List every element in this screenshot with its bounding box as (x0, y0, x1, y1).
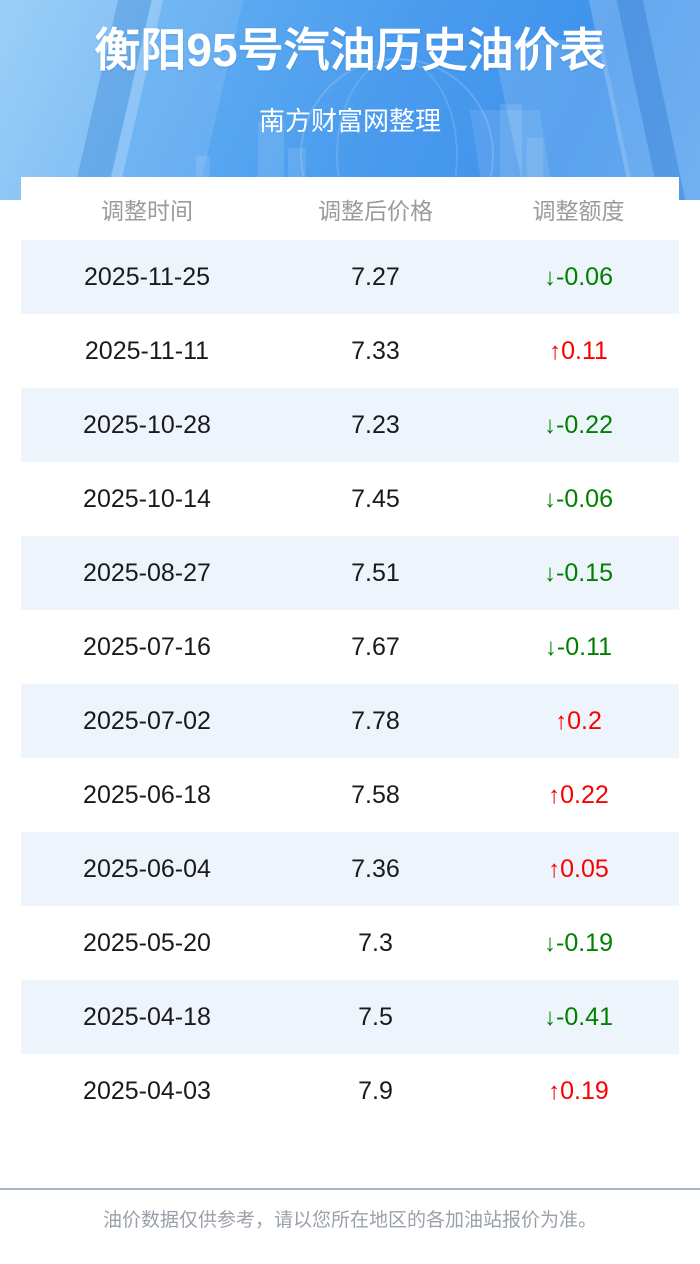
cell-price: 7.51 (273, 536, 478, 610)
arrow-down-icon: ↓ (544, 559, 556, 587)
cell-price: 7.78 (273, 684, 478, 758)
delta-value: ↑0.19 (548, 1077, 609, 1105)
arrow-up-icon: ↑ (555, 707, 568, 735)
page-title: 衡阳95号汽油历史油价表 (94, 24, 606, 76)
cell-price: 7.27 (273, 240, 478, 314)
cell-delta: ↓-0.06 (478, 240, 679, 314)
table-body: 2025-11-25 7.27 ↓-0.06 2025-11-11 7.33 ↑0.11 2… (21, 240, 679, 1128)
column-header-price: 调整后价格 (273, 177, 478, 240)
delta-value: ↓-0.41 (544, 1003, 613, 1031)
table-row: 2025-05-20 7.3 ↓-0.19 (21, 906, 679, 980)
cell-price: 7.9 (273, 1054, 478, 1128)
delta-value: ↓-0.11 (545, 633, 612, 661)
delta-number: -0.06 (556, 262, 613, 291)
delta-number: 0.11 (561, 336, 608, 365)
delta-value: ↓-0.19 (544, 929, 613, 957)
delta-value: ↑0.05 (548, 855, 609, 883)
cell-delta: ↓-0.11 (478, 610, 679, 684)
delta-value: ↑0.22 (548, 781, 609, 809)
table-row: 2025-06-04 7.36 ↑0.05 (21, 832, 679, 906)
arrow-down-icon: ↓ (544, 263, 556, 291)
table-row: 2025-06-18 7.58 ↑0.22 (21, 758, 679, 832)
cell-date: 2025-05-20 (21, 906, 273, 980)
cell-delta: ↑0.19 (478, 1054, 679, 1128)
cell-price: 7.58 (273, 758, 478, 832)
delta-number: 0.19 (560, 1076, 609, 1105)
delta-number: -0.06 (556, 484, 613, 513)
delta-number: 0.05 (560, 854, 609, 883)
table-row: 2025-04-03 7.9 ↑0.19 (21, 1054, 679, 1128)
column-header-delta: 调整额度 (478, 177, 679, 240)
cell-date: 2025-06-18 (21, 758, 273, 832)
price-history-card: 调整时间 调整后价格 调整额度 2025-11-25 7.27 ↓-0.06 2025… (21, 177, 679, 1128)
cell-price: 7.45 (273, 462, 478, 536)
price-history-table: 调整时间 调整后价格 调整额度 2025-11-25 7.27 ↓-0.06 2025… (21, 177, 679, 1128)
cell-date: 2025-11-11 (21, 314, 273, 388)
cell-date: 2025-04-03 (21, 1054, 273, 1128)
cell-date: 2025-10-14 (21, 462, 273, 536)
cell-delta: ↓-0.15 (478, 536, 679, 610)
arrow-up-icon: ↑ (548, 855, 561, 883)
delta-value: ↓-0.06 (544, 263, 613, 291)
table-row: 2025-07-16 7.67 ↓-0.11 (21, 610, 679, 684)
cell-date: 2025-11-25 (21, 240, 273, 314)
delta-number: -0.41 (556, 1002, 613, 1031)
cell-date: 2025-08-27 (21, 536, 273, 610)
cell-date: 2025-04-18 (21, 980, 273, 1054)
cell-delta: ↓-0.41 (478, 980, 679, 1054)
delta-value: ↓-0.06 (544, 485, 613, 513)
cell-date: 2025-06-04 (21, 832, 273, 906)
cell-price: 7.3 (273, 906, 478, 980)
arrow-up-icon: ↑ (548, 1077, 561, 1105)
delta-number: -0.22 (556, 410, 613, 439)
delta-value: ↑0.11 (549, 337, 608, 365)
cell-price: 7.67 (273, 610, 478, 684)
arrow-down-icon: ↓ (544, 633, 557, 661)
cell-date: 2025-07-16 (21, 610, 273, 684)
table-row: 2025-08-27 7.51 ↓-0.15 (21, 536, 679, 610)
cell-delta: ↑0.11 (478, 314, 679, 388)
cell-price: 7.33 (273, 314, 478, 388)
delta-number: 0.2 (567, 706, 602, 735)
delta-number: 0.22 (560, 780, 609, 809)
footer-divider (0, 1188, 700, 1190)
table-row: 2025-10-28 7.23 ↓-0.22 (21, 388, 679, 462)
delta-number: -0.19 (556, 928, 613, 957)
arrow-down-icon: ↓ (544, 1003, 556, 1031)
delta-number: -0.15 (556, 558, 613, 587)
delta-value: ↓-0.15 (544, 559, 613, 587)
cell-date: 2025-10-28 (21, 388, 273, 462)
delta-number: -0.11 (556, 632, 613, 661)
cell-delta: ↑0.22 (478, 758, 679, 832)
cell-delta: ↑0.2 (478, 684, 679, 758)
table-row: 2025-11-25 7.27 ↓-0.06 (21, 240, 679, 314)
table-header-row: 调整时间 调整后价格 调整额度 (21, 177, 679, 240)
page-header-banner: 衡阳95号汽油历史油价表 南方财富网整理 (0, 0, 700, 200)
page-subtitle: 南方财富网整理 (258, 106, 441, 136)
table-row: 2025-11-11 7.33 ↑0.11 (21, 314, 679, 388)
arrow-down-icon: ↓ (544, 929, 556, 957)
cell-price: 7.36 (273, 832, 478, 906)
cell-date: 2025-07-02 (21, 684, 273, 758)
delta-value: ↓-0.22 (544, 411, 613, 439)
cell-delta: ↓-0.19 (478, 906, 679, 980)
cell-delta: ↑0.05 (478, 832, 679, 906)
cell-delta: ↓-0.06 (478, 462, 679, 536)
cell-price: 7.5 (273, 980, 478, 1054)
column-header-date: 调整时间 (21, 177, 273, 240)
arrow-down-icon: ↓ (544, 485, 556, 513)
cell-delta: ↓-0.22 (478, 388, 679, 462)
delta-value: ↑0.2 (555, 707, 602, 735)
cell-price: 7.23 (273, 388, 478, 462)
footer-disclaimer: 油价数据仅供参考，请以您所在地区的各加油站报价为准。 (102, 1210, 597, 1231)
arrow-up-icon: ↑ (549, 337, 562, 365)
arrow-down-icon: ↓ (544, 411, 556, 439)
arrow-up-icon: ↑ (548, 781, 561, 809)
table-header: 调整时间 调整后价格 调整额度 (21, 177, 679, 240)
table-row: 2025-10-14 7.45 ↓-0.06 (21, 462, 679, 536)
table-row: 2025-07-02 7.78 ↑0.2 (21, 684, 679, 758)
table-row: 2025-04-18 7.5 ↓-0.41 (21, 980, 679, 1054)
